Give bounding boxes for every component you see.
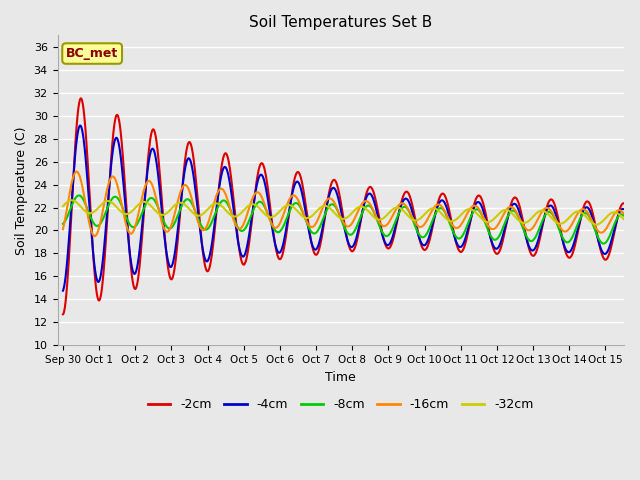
-4cm xyxy=(125,248,133,253)
-32cm xyxy=(103,198,111,204)
-4cm xyxy=(103,214,111,220)
-4cm xyxy=(76,123,84,129)
-32cm xyxy=(309,212,317,218)
-8cm xyxy=(75,192,83,198)
Line: -16cm: -16cm xyxy=(63,172,623,236)
-2cm xyxy=(59,312,67,317)
Text: BC_met: BC_met xyxy=(66,47,118,60)
-8cm xyxy=(298,206,305,212)
-32cm xyxy=(378,216,386,222)
Line: -4cm: -4cm xyxy=(63,126,623,291)
-4cm xyxy=(620,206,627,212)
-2cm xyxy=(125,249,133,254)
Line: -8cm: -8cm xyxy=(63,195,623,243)
-2cm xyxy=(77,96,84,101)
-2cm xyxy=(298,176,305,182)
X-axis label: Time: Time xyxy=(325,371,356,384)
-32cm xyxy=(593,222,600,228)
-8cm xyxy=(620,213,627,218)
-16cm xyxy=(620,211,627,216)
-4cm xyxy=(378,232,386,238)
-32cm xyxy=(298,212,305,218)
-2cm xyxy=(103,225,111,230)
-4cm xyxy=(59,288,67,294)
-16cm xyxy=(59,227,67,232)
-8cm xyxy=(319,217,326,223)
-32cm xyxy=(319,204,326,209)
-16cm xyxy=(103,187,111,192)
-2cm xyxy=(309,246,317,252)
-4cm xyxy=(298,187,305,192)
-8cm xyxy=(125,221,133,227)
-16cm xyxy=(91,233,99,239)
-16cm xyxy=(298,205,305,211)
-16cm xyxy=(319,204,327,209)
-2cm xyxy=(319,228,326,234)
-32cm xyxy=(620,216,627,222)
-8cm xyxy=(378,229,386,235)
-32cm xyxy=(125,210,133,216)
-16cm xyxy=(379,223,387,228)
-16cm xyxy=(72,169,80,175)
-32cm xyxy=(59,204,67,209)
-16cm xyxy=(309,224,317,229)
-2cm xyxy=(378,230,386,236)
-4cm xyxy=(319,223,326,229)
-4cm xyxy=(309,243,317,249)
-8cm xyxy=(59,221,67,227)
-2cm xyxy=(620,201,627,206)
Line: -32cm: -32cm xyxy=(63,200,623,225)
Line: -2cm: -2cm xyxy=(63,98,623,314)
-8cm xyxy=(600,240,607,246)
Y-axis label: Soil Temperature (C): Soil Temperature (C) xyxy=(15,126,28,254)
Legend: -2cm, -4cm, -8cm, -16cm, -32cm: -2cm, -4cm, -8cm, -16cm, -32cm xyxy=(143,394,538,417)
Title: Soil Temperatures Set B: Soil Temperatures Set B xyxy=(249,15,432,30)
-8cm xyxy=(309,230,317,236)
-16cm xyxy=(126,230,134,236)
-8cm xyxy=(103,207,111,213)
-32cm xyxy=(68,197,76,203)
